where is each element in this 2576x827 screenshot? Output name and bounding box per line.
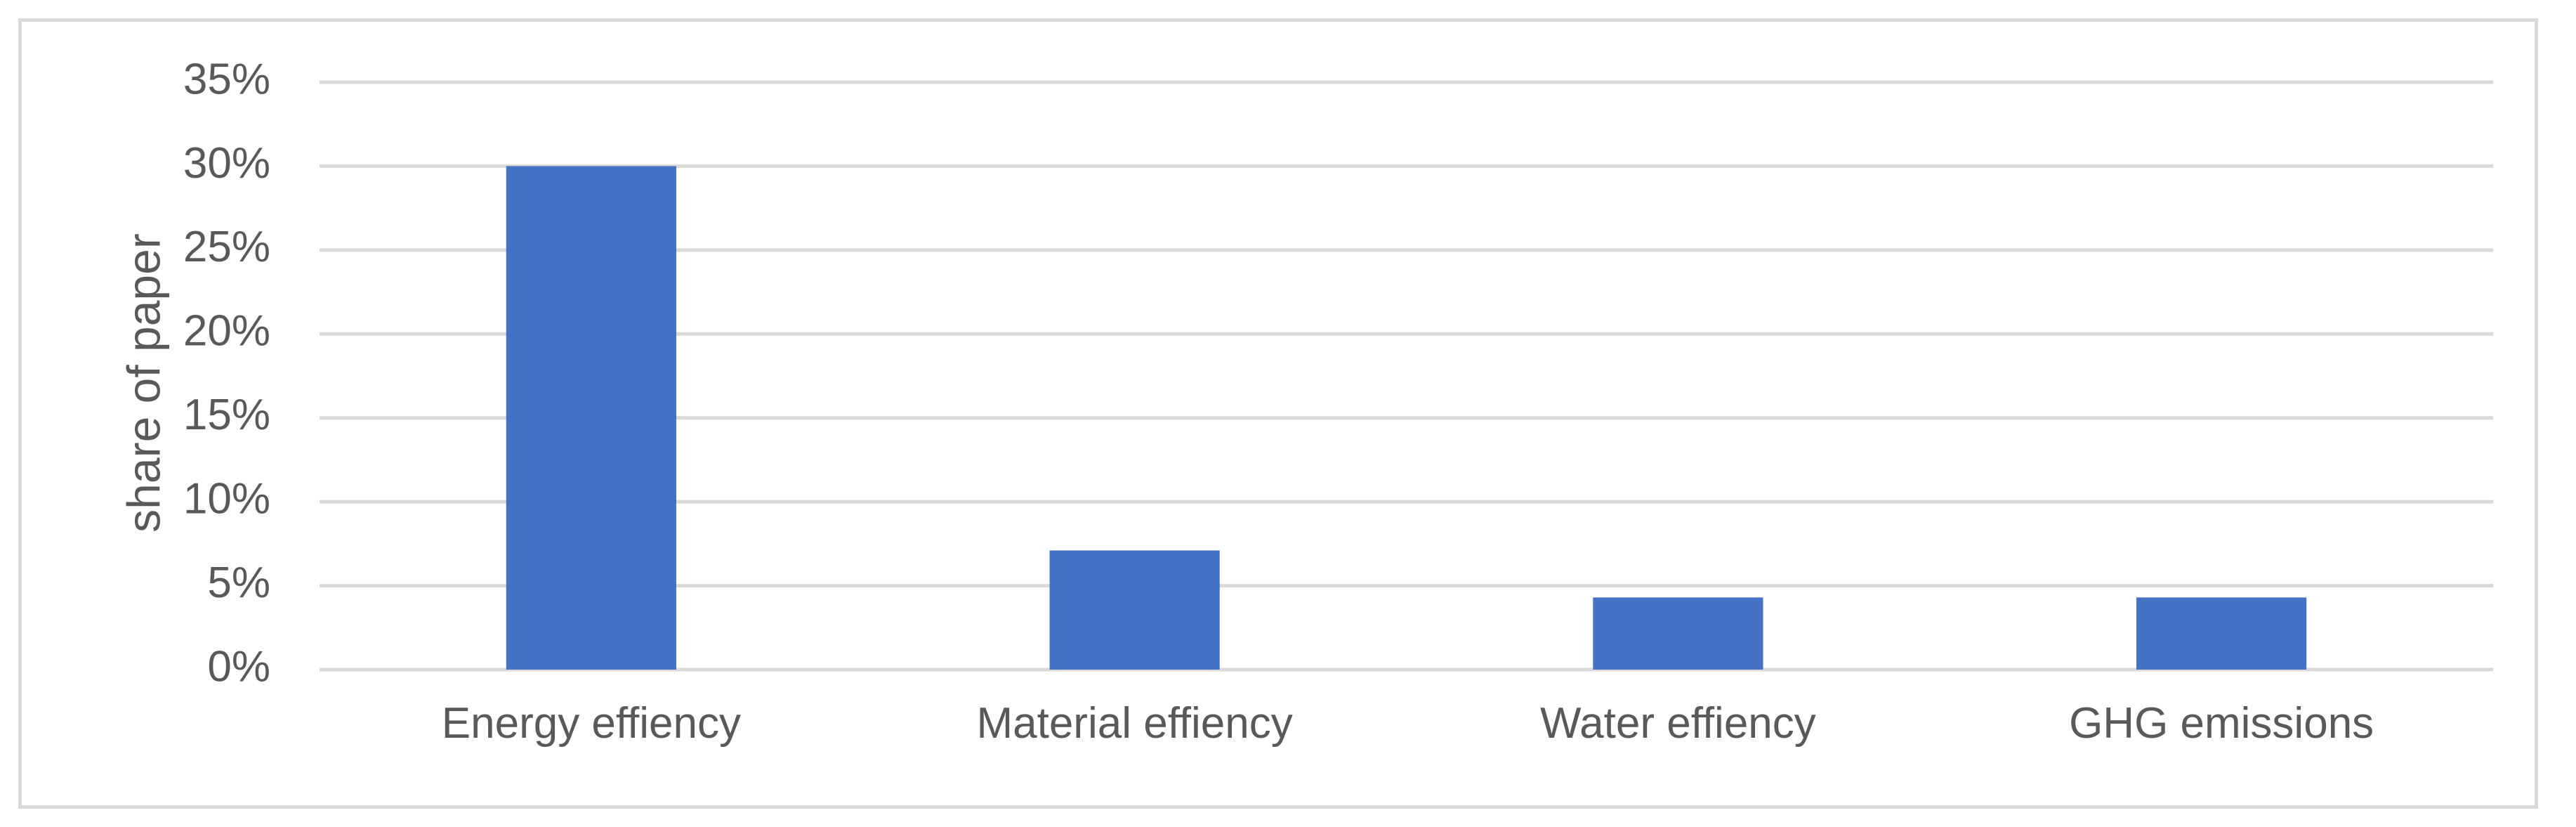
x-tick-label: Material effiency: [976, 699, 1292, 748]
bar: [1593, 597, 1763, 670]
bars: [506, 166, 2307, 670]
x-tick-label: Water effiency: [1540, 699, 1816, 748]
x-tick-labels: Energy effiency Material effiency Water ef…: [442, 699, 2374, 748]
chart-frame: [18, 18, 2538, 809]
y-tick-label: 20%: [183, 307, 270, 356]
x-tick-label: GHG emissions: [2069, 699, 2374, 748]
x-tick-label: Energy effiency: [442, 699, 741, 748]
bar: [506, 166, 676, 670]
y-tick-label: 25%: [183, 223, 270, 271]
y-axis-title: share of paper: [117, 233, 169, 533]
gridlines: [320, 80, 2493, 672]
bar: [1049, 550, 1220, 670]
bar: [2136, 597, 2307, 670]
y-tick-label: 5%: [207, 559, 270, 607]
y-tick-labels: 0% 5% 10% 15% 20% 25% 30% 35%: [183, 55, 270, 691]
y-tick-label: 30%: [183, 139, 270, 188]
y-tick-label: 10%: [183, 475, 270, 523]
y-tick-label: 15%: [183, 391, 270, 439]
y-tick-label: 35%: [183, 55, 270, 103]
y-tick-label: 0%: [207, 642, 270, 691]
